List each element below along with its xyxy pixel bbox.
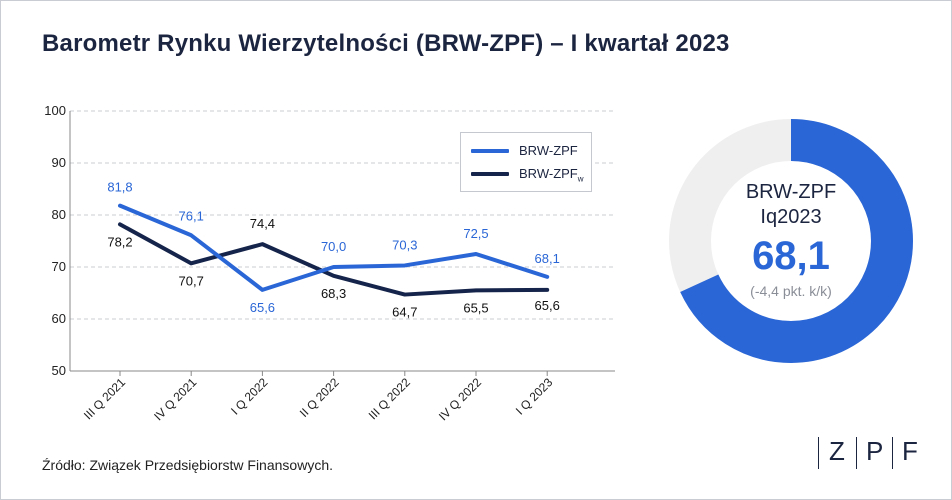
legend-swatch-brw-zpf-w — [471, 172, 509, 176]
donut-gauge — [669, 119, 913, 363]
donut-center: BRW-ZPF Iq2023 68,1 (-4,4 pkt. k/k) — [668, 118, 914, 364]
page-title: Barometr Rynku Wierzytelności (BRW-ZPF) … — [42, 30, 730, 57]
legend-label-brw-zpf-w: BRW-ZPFw — [519, 166, 584, 184]
y-tick-label: 100 — [44, 103, 66, 118]
x-tick-label: IV Q 2021 — [151, 375, 199, 423]
logo-divider — [856, 437, 857, 469]
y-tick-label: 70 — [52, 259, 66, 274]
chart-legend: BRW-ZPF BRW-ZPFw — [460, 132, 592, 192]
logo-divider — [818, 437, 819, 469]
logo-letter-f: F — [902, 436, 918, 466]
data-label: 76,1 — [179, 208, 204, 223]
donut-change: (-4,4 pkt. k/k) — [750, 283, 832, 299]
zpf-logo: Z P F — [818, 434, 928, 472]
data-label: 70,3 — [392, 237, 417, 252]
source-note: Źródło: Związek Przedsiębiorstw Finansow… — [42, 457, 333, 473]
logo-divider — [892, 437, 893, 469]
series-line-brw-zpf — [118, 203, 550, 292]
x-tick-label: IV Q 2022 — [436, 375, 484, 423]
data-label: 81,8 — [107, 180, 132, 195]
x-tick-label: I Q 2022 — [228, 375, 271, 418]
donut-index-name: BRW-ZPF — [745, 181, 837, 203]
data-label: 68,1 — [535, 251, 560, 266]
donut-value: 68,1 — [752, 234, 830, 278]
data-label: 74,4 — [250, 216, 275, 231]
data-label: 65,5 — [463, 300, 488, 315]
x-tick-label: II Q 2022 — [297, 375, 342, 420]
data-label: 70,7 — [179, 273, 204, 288]
y-tick-label: 50 — [52, 363, 66, 378]
legend-label-brw-zpf: BRW-ZPF — [519, 143, 578, 158]
donut-period: Iq2023 — [760, 206, 822, 228]
y-tick-label: 80 — [52, 207, 66, 222]
x-tick-label: III Q 2021 — [81, 375, 128, 422]
data-label: 64,7 — [392, 305, 417, 320]
data-label: 68,3 — [321, 286, 346, 301]
logo-letter-p: P — [866, 436, 884, 466]
data-label: 72,5 — [463, 226, 488, 241]
donut-fill — [669, 119, 913, 363]
series-line-brw-zpf-w — [118, 222, 550, 297]
data-label: 78,2 — [107, 234, 132, 249]
x-tick-label: III Q 2022 — [366, 375, 413, 422]
data-label: 70,0 — [321, 239, 346, 254]
data-label: 65,6 — [535, 298, 560, 313]
logo-letter-z: Z — [829, 436, 845, 466]
data-label: 65,6 — [250, 300, 275, 315]
y-tick-label: 60 — [52, 311, 66, 326]
legend-swatch-brw-zpf — [471, 149, 509, 153]
x-tick-label: I Q 2023 — [513, 375, 556, 418]
y-tick-label: 90 — [52, 155, 66, 170]
